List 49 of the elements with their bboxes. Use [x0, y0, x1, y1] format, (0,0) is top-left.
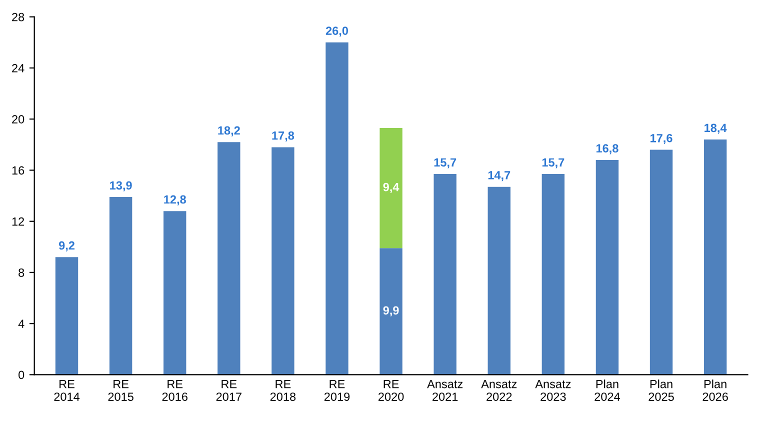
x-tick-label: Ansatz 2022: [481, 380, 517, 401]
y-tick-label: 20: [12, 115, 24, 124]
x-tick-label: RE 2014: [54, 380, 80, 401]
data-label: 18,4: [704, 124, 727, 134]
x-tick-label: Ansatz 2023: [535, 380, 571, 401]
bar: [164, 211, 186, 375]
x-tick-label: Plan 2026: [702, 380, 728, 401]
data-label: 14,7: [488, 171, 510, 182]
bar: [380, 128, 402, 248]
bar: [218, 142, 240, 375]
bar: [326, 42, 348, 375]
bar: [650, 150, 673, 375]
bar: [434, 174, 456, 375]
y-tick-label: 28: [12, 12, 24, 22]
data-label: 15,7: [542, 158, 564, 168]
y-tick-label: 4: [18, 320, 24, 328]
bar: [55, 257, 78, 375]
bar: [704, 140, 727, 375]
data-label: 9,9: [383, 306, 399, 316]
data-label: 9,2: [58, 241, 74, 252]
data-label: 9,4: [383, 182, 400, 193]
bar: [109, 197, 132, 375]
data-label: 26,0: [326, 26, 348, 37]
y-tick-label: 16: [12, 166, 24, 175]
x-tick-label: RE 2017: [216, 380, 242, 401]
bar: [272, 147, 294, 375]
x-tick-label: RE 2018: [270, 380, 296, 401]
x-tick-label: RE 2016: [162, 380, 188, 401]
data-label: 17,6: [650, 134, 672, 144]
data-label: 12,8: [164, 195, 186, 206]
data-label: 18,2: [218, 126, 240, 136]
x-tick-label: RE 2015: [108, 380, 134, 401]
y-tick-label: 0: [18, 370, 24, 380]
y-tick-label: 8: [18, 268, 24, 277]
x-tick-label: Plan 2024: [594, 380, 620, 401]
x-tick-label: Plan 2025: [648, 380, 674, 401]
y-tick-label: 24: [12, 64, 24, 72]
data-label: 15,7: [434, 158, 456, 168]
bar: [596, 160, 619, 375]
bar: [380, 248, 402, 375]
bar: [542, 174, 565, 375]
bar: [488, 186, 510, 375]
x-tick-label: Ansatz 2021: [427, 380, 463, 401]
data-label: 17,8: [272, 131, 294, 142]
y-tick-label: 12: [12, 217, 24, 226]
x-tick-label: RE 2019: [324, 380, 350, 401]
x-tick-label: RE 2020: [378, 380, 404, 401]
data-label: 13,9: [110, 181, 132, 192]
data-label: 16,8: [596, 144, 618, 154]
